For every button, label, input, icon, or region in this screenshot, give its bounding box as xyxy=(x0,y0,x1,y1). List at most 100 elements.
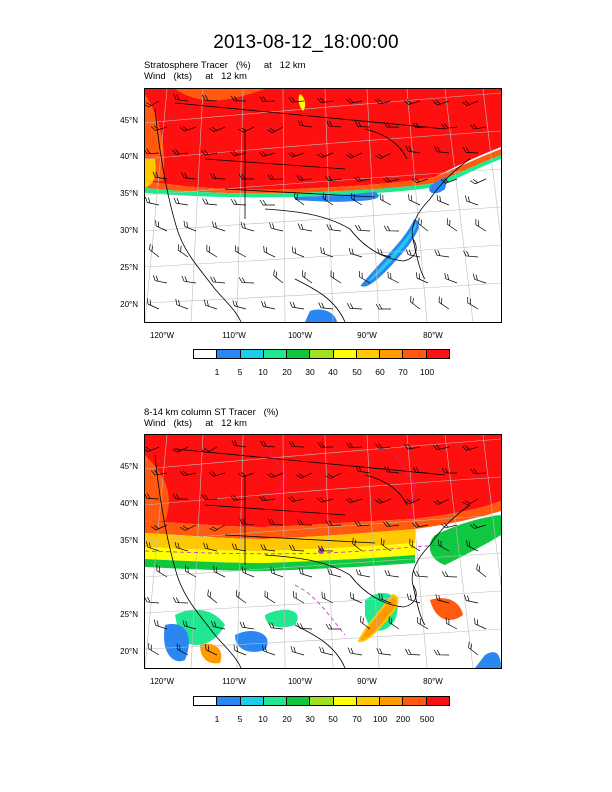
tracer-field-blue-band xyxy=(295,177,447,202)
wind-barb xyxy=(434,249,450,258)
wind-barb xyxy=(461,445,479,451)
wind-barb xyxy=(206,244,218,258)
wind-barb xyxy=(354,121,371,128)
wind-barb xyxy=(287,151,305,158)
wind-barb xyxy=(472,273,487,284)
wind-barb xyxy=(260,440,276,448)
wind-barb xyxy=(202,198,218,206)
wind-barb xyxy=(174,541,189,552)
colorbar-swatch xyxy=(287,697,311,705)
wind-barb xyxy=(318,302,334,310)
wind-barb xyxy=(240,221,255,232)
wind-barb xyxy=(239,518,255,526)
panel-2-lat-label: 40°N xyxy=(120,499,138,508)
panel-1-colorbar-label: 20 xyxy=(282,367,292,377)
wind-barb xyxy=(259,495,276,502)
wind-barbs xyxy=(145,94,487,310)
wind-barb xyxy=(405,648,421,656)
wind-barb xyxy=(146,541,160,552)
wind-barb xyxy=(291,246,305,258)
wind-barb xyxy=(464,594,479,604)
panel-2-colorbar-label: 200 xyxy=(395,714,411,724)
colorbar-swatch xyxy=(240,350,264,358)
wind-barb xyxy=(330,270,342,284)
wind-barb xyxy=(476,563,487,578)
wind-barb xyxy=(202,94,218,102)
panel-1-colorbar-label: 30 xyxy=(305,367,315,377)
wind-barb xyxy=(268,518,284,526)
panel-1-colorbar-label: 40 xyxy=(328,367,338,377)
panel-2-colorbar-label: 20 xyxy=(282,714,292,724)
wind-barb xyxy=(359,271,371,284)
panel-1-colorbar-label: 70 xyxy=(398,367,408,377)
colorbar-swatch xyxy=(194,697,218,705)
panel-1-lon-label: 100°W xyxy=(287,331,313,340)
wind-barb xyxy=(239,621,255,630)
panel-1-lon-label: 90°W xyxy=(357,331,377,340)
wind-barb xyxy=(301,270,313,284)
wind-barb xyxy=(297,223,313,232)
wind-barb xyxy=(150,125,168,131)
panel-2-colorbar xyxy=(193,696,450,706)
wind-barb xyxy=(230,199,247,206)
colorbar-swatch xyxy=(263,697,288,705)
wind-barb xyxy=(172,493,188,500)
wind-barb xyxy=(470,468,487,474)
wind-barb xyxy=(388,616,400,630)
tracer-spot xyxy=(298,94,306,111)
panel-2-map xyxy=(144,434,502,669)
wind-barb xyxy=(156,564,168,578)
panel-2-lat-label: 45°N xyxy=(120,462,138,471)
wind-barb xyxy=(415,272,429,284)
wind-barb xyxy=(231,439,247,448)
wind-barb xyxy=(384,569,400,578)
wind-barb xyxy=(296,472,313,479)
panel-1-colorbar-label: 50 xyxy=(352,367,362,377)
wind-barb xyxy=(346,303,363,310)
wind-barb xyxy=(273,269,284,284)
wind-barb xyxy=(432,100,450,106)
wind-barb xyxy=(436,194,450,206)
wind-barb xyxy=(258,151,276,157)
wind-barb xyxy=(296,175,313,181)
wind-barb xyxy=(384,466,400,474)
wind-barb xyxy=(383,225,400,232)
wind-barb xyxy=(182,620,197,630)
panel-2-colorbar-label: 70 xyxy=(352,714,362,724)
panel-1-lon-label: 80°W xyxy=(423,331,443,340)
wind-barb xyxy=(145,100,160,108)
wind-barb xyxy=(325,623,341,630)
wind-barb xyxy=(316,497,334,503)
wind-barb xyxy=(383,521,400,528)
wind-barb xyxy=(470,178,487,185)
wind-barb xyxy=(267,174,284,180)
panel-1-title-line1: Stratosphere Tracer (%) at 12 km xyxy=(144,60,306,71)
panel-2-lon-label: 110°W xyxy=(222,677,246,686)
wind-barb xyxy=(184,565,197,578)
panel-2-map-svg xyxy=(145,435,501,668)
colorbar-swatch xyxy=(333,350,357,358)
coastlines xyxy=(154,448,471,668)
wind-barb xyxy=(355,569,371,578)
wind-barb xyxy=(213,565,226,578)
wind-barb xyxy=(475,218,487,232)
wind-barb xyxy=(263,245,276,258)
wind-barb xyxy=(317,545,334,552)
wind-barb xyxy=(238,173,254,180)
panel-1-colorbar xyxy=(193,349,450,359)
wind-barb xyxy=(434,146,450,154)
wind-barb xyxy=(145,148,160,155)
wind-barb xyxy=(317,152,334,158)
wind-barb xyxy=(355,465,371,474)
wind-barb xyxy=(462,100,479,107)
wind-barb xyxy=(183,220,197,232)
wind-barb xyxy=(433,649,450,656)
wind-barb xyxy=(346,98,363,104)
wind-barb xyxy=(264,590,276,604)
wind-barb xyxy=(232,300,247,310)
wind-barb xyxy=(320,247,334,258)
wind-barb xyxy=(440,522,458,529)
panel-2-colorbar-label: 500 xyxy=(419,714,435,724)
wind-barb xyxy=(446,218,458,232)
wind-barb xyxy=(173,94,189,102)
